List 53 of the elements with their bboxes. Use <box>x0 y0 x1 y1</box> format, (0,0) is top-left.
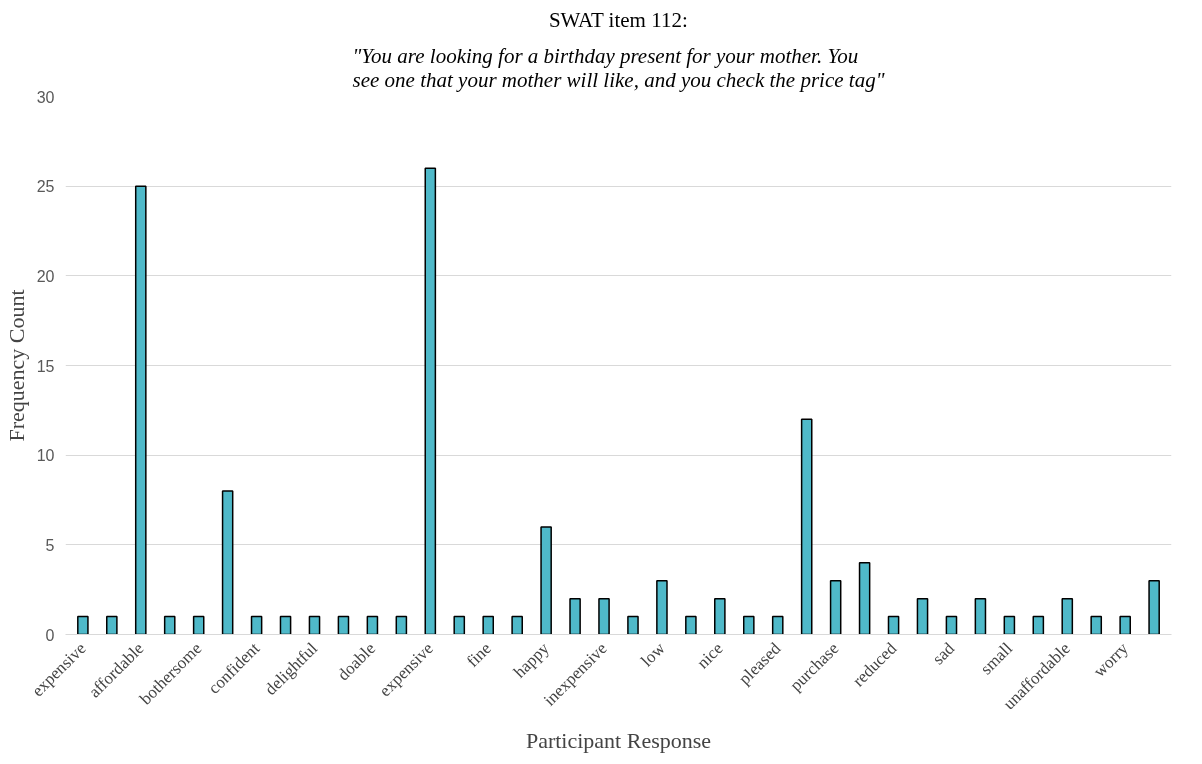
x-axis-title: Participant Response <box>525 728 712 754</box>
bar <box>163 615 176 635</box>
bar <box>1090 615 1103 635</box>
x-tick-label: low <box>637 638 670 671</box>
bar <box>482 615 495 635</box>
bar <box>916 597 929 635</box>
bar <box>395 615 408 635</box>
bar <box>424 167 437 635</box>
bar <box>1119 615 1131 635</box>
y-tick-label: 5 <box>45 536 55 554</box>
bar <box>887 615 900 635</box>
y-axis-title: Frequency Count <box>3 289 29 442</box>
bar <box>453 615 466 635</box>
y-tick-label: 20 <box>36 267 55 285</box>
chart-title: SWAT item 112: <box>548 7 688 32</box>
y-tick-label: 15 <box>36 357 55 375</box>
bar <box>106 615 118 635</box>
y-tick-label: 0 <box>45 626 55 644</box>
bar <box>221 490 234 635</box>
bar <box>1003 615 1016 635</box>
bar <box>858 562 871 635</box>
y-tick-label: 30 <box>36 88 55 106</box>
bar <box>742 615 755 635</box>
bar <box>77 615 89 635</box>
chart-subtitle: "You are looking for a birthday present for your mother. You see one that your mother will like, and you check the price tag" <box>352 43 885 92</box>
bar <box>308 615 321 635</box>
bar <box>974 597 987 635</box>
y-tick-label: 25 <box>36 178 55 196</box>
bar <box>134 185 147 635</box>
bar <box>685 615 697 635</box>
bar <box>945 615 958 635</box>
bar <box>800 418 813 635</box>
x-tick-label: nice <box>693 638 727 673</box>
bar <box>627 615 639 635</box>
bar <box>250 615 263 635</box>
bar <box>829 579 842 635</box>
bar <box>1061 597 1074 635</box>
bar <box>279 615 292 635</box>
bar <box>192 615 205 635</box>
x-tick-label: sad <box>928 638 959 669</box>
bar <box>1032 615 1045 635</box>
bar <box>656 579 668 635</box>
bar <box>337 615 350 635</box>
x-tick-label: fine <box>462 638 495 671</box>
bar <box>511 615 523 635</box>
bar <box>598 597 610 635</box>
bar <box>714 597 726 635</box>
bar <box>540 526 552 635</box>
bar <box>771 615 784 635</box>
bar <box>366 615 379 635</box>
bar <box>1148 579 1160 635</box>
y-tick-label: 10 <box>36 447 55 465</box>
bar <box>569 597 581 635</box>
